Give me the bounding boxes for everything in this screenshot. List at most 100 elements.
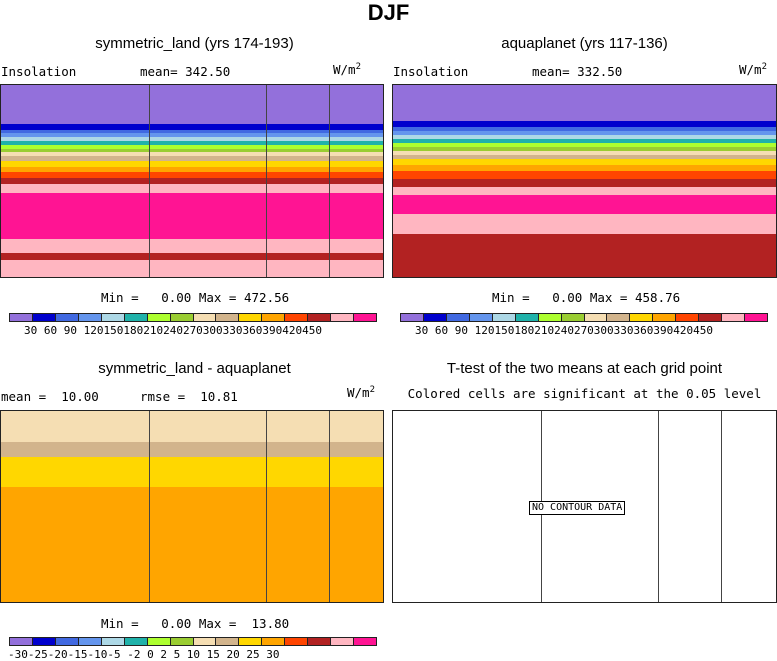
contour-band xyxy=(1,155,383,161)
contour-band xyxy=(393,150,776,155)
no-contour-data-label: NO CONTOUR DATA xyxy=(529,501,626,515)
contour-band xyxy=(393,194,776,215)
colorbar-swatch xyxy=(55,314,79,321)
colorbar-swatch xyxy=(584,314,608,321)
contour-band xyxy=(393,158,776,166)
colorbar-swatch xyxy=(538,314,562,321)
colorbar-swatch xyxy=(653,314,677,321)
colorbar-swatch xyxy=(285,314,309,321)
land-panel-title: symmetric_land (yrs 174-193) xyxy=(95,35,294,52)
contour-band xyxy=(393,186,776,195)
ttest-panel-title: T-test of the two means at each grid poi… xyxy=(446,360,723,377)
ttest-map-panel: NO CONTOUR DATA xyxy=(392,410,777,603)
diff-map-panel xyxy=(0,410,384,603)
contour-band xyxy=(1,136,383,142)
colorbar-swatch xyxy=(78,638,102,645)
colorbar-swatch xyxy=(124,314,148,321)
figure-title: DJF xyxy=(367,0,410,25)
diff-colorbar xyxy=(9,637,377,646)
colorbar-swatch xyxy=(354,638,376,645)
land-mean-label: mean= 342.50 xyxy=(140,64,231,79)
colorbar-swatch xyxy=(285,638,309,645)
colorbar-swatch xyxy=(262,314,286,321)
contour-band xyxy=(1,151,383,157)
colorbar-swatch xyxy=(193,314,217,321)
colorbar-swatch xyxy=(308,314,332,321)
colorbar-swatch xyxy=(170,638,194,645)
colorbar-swatch xyxy=(722,314,746,321)
land-map-panel xyxy=(0,84,384,278)
diff-grid-line xyxy=(266,411,267,602)
colorbar-swatch xyxy=(331,314,355,321)
colorbar-swatch xyxy=(469,314,493,321)
colorbar-swatch xyxy=(331,638,355,645)
contour-band xyxy=(1,441,383,458)
colorbar-swatch xyxy=(699,314,723,321)
ttest-grid-line xyxy=(721,411,722,602)
land-grid-line xyxy=(149,85,150,277)
contour-band xyxy=(1,85,383,124)
contour-band xyxy=(1,128,383,134)
diff-rmse-label: rmse = 10.81 xyxy=(140,389,238,404)
colorbar-swatch xyxy=(308,638,332,645)
contour-band xyxy=(393,134,776,139)
colorbar-swatch xyxy=(745,314,767,321)
colorbar-swatch xyxy=(147,314,171,321)
aqua-map-panel xyxy=(392,84,777,278)
colorbar-swatch xyxy=(423,314,447,321)
diff-minmax-label: Min = 0.00 Max = 13.80 xyxy=(101,616,290,631)
colorbar-swatch xyxy=(10,314,33,321)
colorbar-swatch xyxy=(354,314,376,321)
diff-colorbar-ticks: -30-25-20-15-10-5 -2 0 2 5 10 15 20 25 3… xyxy=(8,648,280,661)
land-colorbar-ticks: 30 60 90 1201501802102402703003303603904… xyxy=(24,324,323,337)
colorbar-swatch xyxy=(630,314,654,321)
contour-band xyxy=(393,85,776,122)
contour-band xyxy=(393,213,776,235)
colorbar-swatch xyxy=(216,314,240,321)
contour-band xyxy=(393,153,776,160)
contour-band xyxy=(1,171,383,179)
colorbar-swatch xyxy=(124,638,148,645)
contour-band xyxy=(1,259,383,277)
contour-band xyxy=(1,411,383,442)
contour-band xyxy=(393,146,776,151)
contour-band xyxy=(1,252,383,261)
contour-band xyxy=(1,238,383,253)
contour-band xyxy=(1,192,383,240)
land-units-label: W/m2 xyxy=(333,61,361,77)
colorbar-swatch xyxy=(78,314,102,321)
contour-band xyxy=(1,132,383,138)
contour-band xyxy=(393,233,776,277)
contour-band xyxy=(1,183,383,194)
colorbar-swatch xyxy=(492,314,516,321)
colorbar-swatch xyxy=(262,638,286,645)
contour-band xyxy=(393,170,776,179)
colorbar-swatch xyxy=(446,314,470,321)
colorbar-swatch xyxy=(193,638,217,645)
diff-units-label: W/m2 xyxy=(347,384,375,400)
aqua-colorbar xyxy=(400,313,768,322)
land-grid-line xyxy=(329,85,330,277)
contour-band xyxy=(393,164,776,172)
colorbar-swatch xyxy=(561,314,585,321)
colorbar-swatch xyxy=(10,638,33,645)
contour-band xyxy=(1,140,383,145)
colorbar-swatch xyxy=(55,638,79,645)
colorbar-swatch xyxy=(147,638,171,645)
contour-band xyxy=(1,123,383,130)
aqua-units-label: W/m2 xyxy=(739,61,767,77)
contour-band xyxy=(1,144,383,149)
contour-band xyxy=(1,160,383,167)
contour-band xyxy=(1,148,383,153)
ttest-subtitle: Colored cells are significant at the 0.0… xyxy=(407,386,762,401)
contour-band xyxy=(393,138,776,143)
colorbar-swatch xyxy=(515,314,539,321)
colorbar-swatch xyxy=(239,638,263,645)
ttest-grid-line xyxy=(658,411,659,602)
contour-band xyxy=(393,178,776,187)
diff-mean-label: mean = 10.00 xyxy=(1,389,99,404)
colorbar-swatch xyxy=(32,638,56,645)
aqua-minmax-label: Min = 0.00 Max = 458.76 xyxy=(492,290,681,305)
aqua-variable-label: Insolation xyxy=(393,64,469,79)
diff-grid-line xyxy=(329,411,330,602)
